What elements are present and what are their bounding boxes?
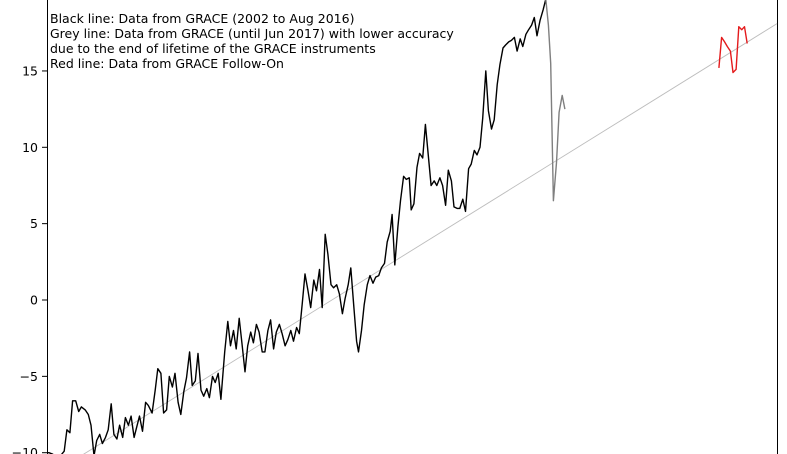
grace-line [47, 0, 547, 454]
grace-late-line [545, 0, 566, 202]
y-tick-label: −10 [12, 445, 38, 454]
series-group [47, 0, 778, 454]
annotation-block: Black line: Data from GRACE (2002 to Aug… [50, 11, 454, 71]
y-tick-label: −5 [20, 369, 38, 384]
y-axis: −10 −5 0 5 10 15 [12, 0, 48, 454]
annotation-line: Grey line: Data from GRACE (until Jun 20… [50, 26, 454, 41]
y-tick-label: 0 [30, 293, 38, 308]
y-tick-label: 15 [22, 63, 38, 78]
annotation-line: due to the end of lifetime of the GRACE … [50, 41, 376, 56]
annotation-line: Black line: Data from GRACE (2002 to Aug… [50, 11, 354, 26]
y-tick-label: 5 [30, 216, 38, 231]
grace-fo-line [718, 26, 748, 74]
y-tick-label: 10 [22, 140, 38, 155]
annotation-line: Red line: Data from GRACE Follow-On [50, 56, 284, 71]
trend-line [83, 23, 778, 454]
